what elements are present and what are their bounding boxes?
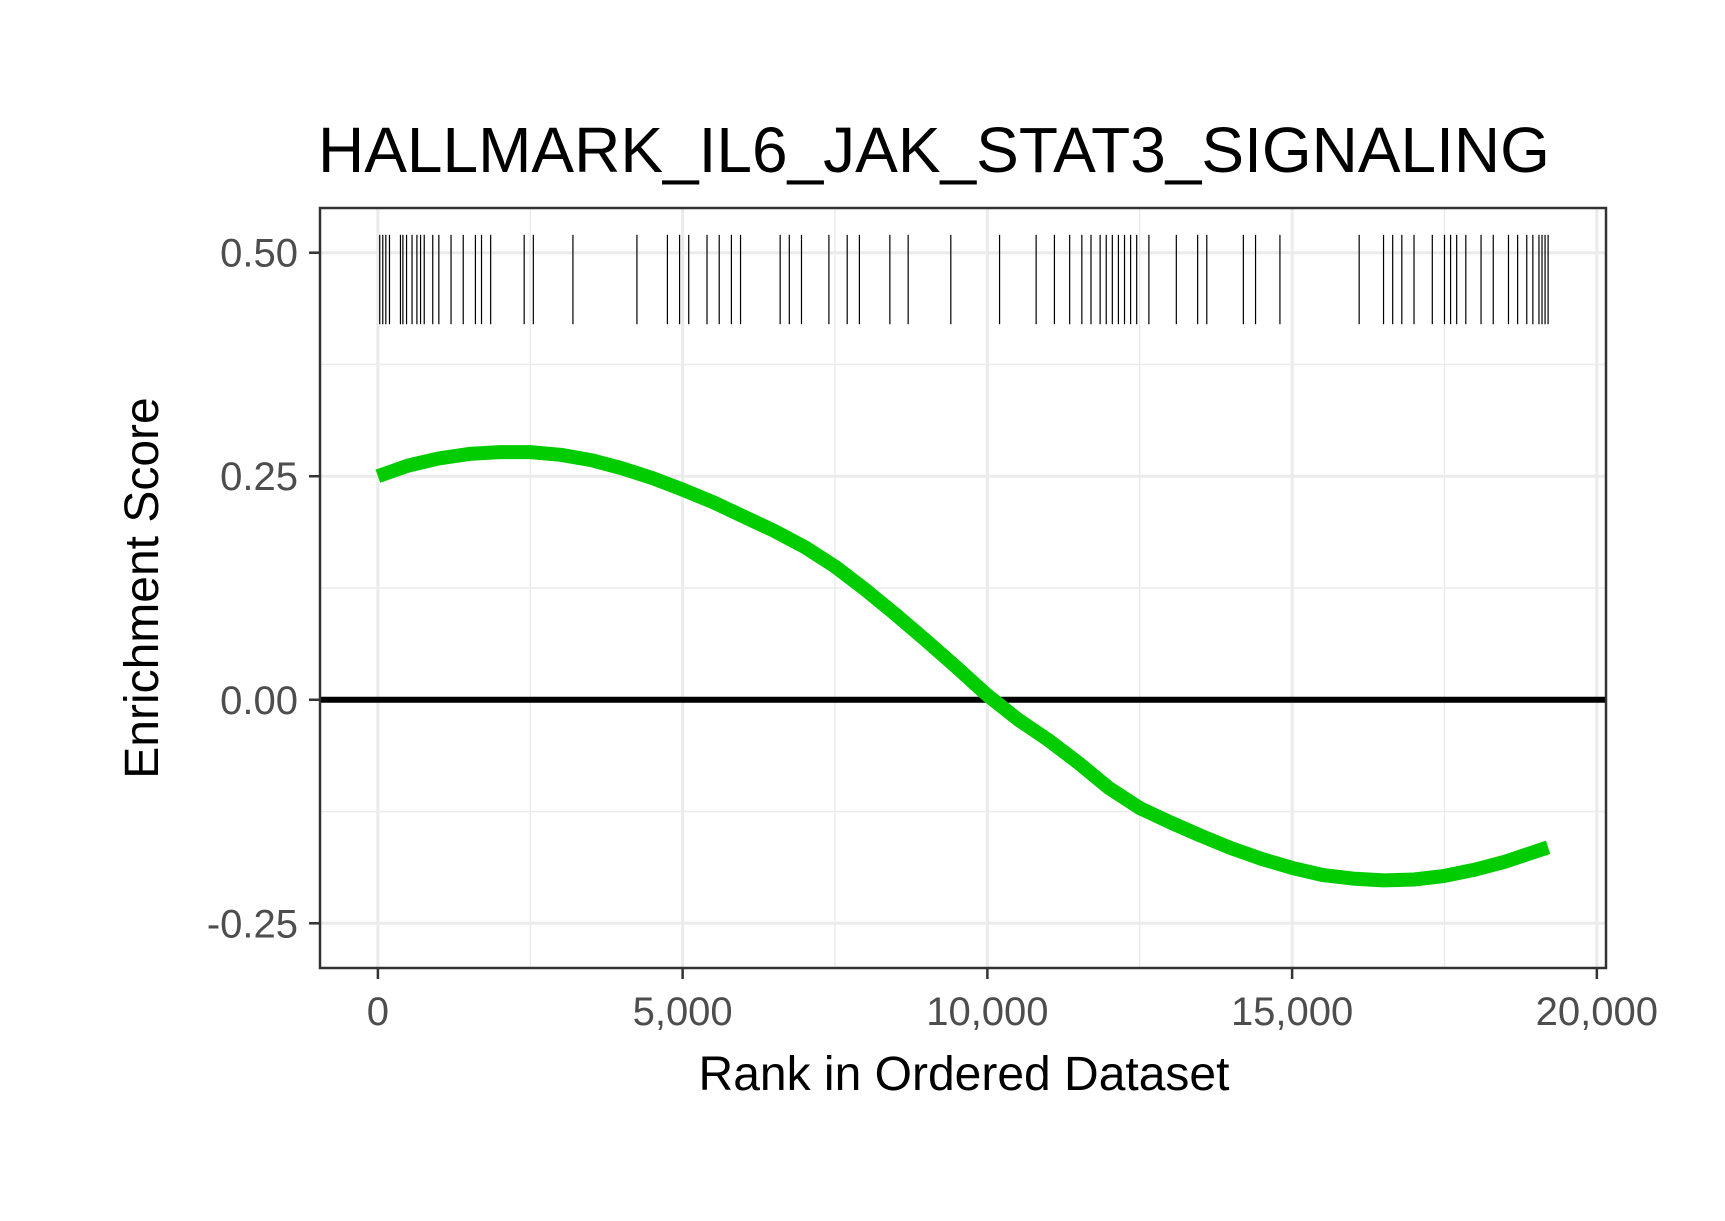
enrichment-score-line — [375, 445, 1551, 888]
x-tick-label: 15,000 — [1231, 990, 1353, 1034]
y-tick-label: -0.25 — [207, 902, 298, 946]
x-tick-label: 0 — [367, 990, 389, 1034]
x-tick-label: 10,000 — [926, 990, 1048, 1034]
axes: 0 5,000 10,000 15,000 20,000 0.50 0.25 0.00 -0.2… — [207, 232, 1658, 1034]
y-tick-label: 0.50 — [220, 232, 298, 276]
panel-border — [318, 206, 1608, 970]
gene-hit-ticks — [379, 234, 1549, 325]
enrichment-curve — [320, 445, 1606, 888]
x-tick-label: 20,000 — [1536, 990, 1658, 1034]
x-tick-label: 5,000 — [633, 990, 733, 1034]
panel-border-rect — [318, 206, 1608, 970]
chart-title: HALLMARK_IL6_JAK_STAT3_SIGNALING — [318, 114, 1550, 186]
x-axis-title: Rank in Ordered Dataset — [699, 1048, 1230, 1101]
y-tick-label: 0.25 — [220, 455, 298, 499]
y-tick-label: 0.00 — [220, 679, 298, 723]
y-axis-title: Enrichment Score — [116, 397, 169, 779]
